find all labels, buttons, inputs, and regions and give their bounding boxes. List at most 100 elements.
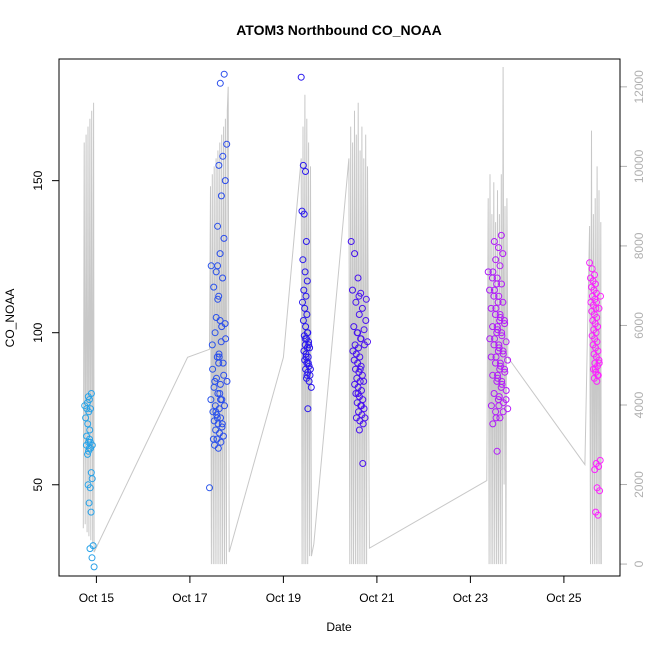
data-point	[496, 359, 504, 367]
data-point	[499, 298, 507, 306]
data-points-layer	[81, 70, 604, 571]
series-5	[484, 231, 512, 455]
data-point	[302, 353, 310, 361]
data-point	[299, 317, 307, 324]
data-point	[218, 423, 226, 431]
series-4	[347, 238, 371, 467]
data-point	[493, 274, 501, 282]
data-point	[495, 244, 502, 252]
data-point	[302, 168, 309, 175]
data-point	[502, 338, 510, 346]
data-point	[496, 414, 504, 422]
data-point	[492, 256, 500, 264]
altitude-line	[82, 66, 602, 565]
data-point	[303, 311, 311, 318]
data-point	[299, 298, 306, 306]
data-point	[85, 396, 93, 404]
data-point	[496, 314, 504, 321]
data-point	[498, 280, 505, 288]
data-point	[304, 405, 312, 413]
data-point	[301, 304, 309, 312]
series-6	[586, 259, 604, 519]
data-point	[359, 460, 367, 467]
data-point	[210, 283, 218, 291]
data-point	[303, 329, 311, 337]
data-point	[355, 426, 363, 434]
data-point	[88, 554, 96, 562]
data-point	[213, 353, 221, 361]
data-point	[504, 356, 512, 364]
data-point	[357, 362, 365, 370]
y-tick-label: 150	[31, 170, 45, 190]
data-point	[496, 262, 504, 270]
data-point	[586, 259, 594, 267]
data-point	[362, 295, 370, 303]
data-point	[85, 499, 93, 507]
data-point	[361, 414, 369, 422]
data-point	[216, 250, 224, 258]
data-point	[210, 383, 218, 391]
data-point	[301, 268, 309, 276]
data-point	[489, 268, 497, 276]
data-point	[214, 444, 222, 452]
data-point	[306, 365, 314, 373]
data-point	[360, 326, 368, 334]
data-point	[217, 396, 225, 404]
data-point	[358, 402, 365, 410]
data-point	[211, 329, 219, 337]
data-point	[364, 338, 371, 346]
data-point	[499, 250, 507, 258]
data-point	[486, 335, 494, 343]
data-point	[356, 377, 364, 385]
data-point	[362, 317, 370, 324]
plot-frame	[58, 58, 621, 577]
data-point	[499, 399, 507, 407]
data-point	[301, 335, 309, 343]
x-tick-label: Oct 25	[546, 591, 582, 605]
data-point	[489, 371, 497, 379]
data-point	[86, 545, 94, 553]
data-point	[302, 238, 310, 245]
data-point	[86, 484, 94, 492]
data-point	[217, 438, 225, 446]
data-point	[88, 475, 96, 483]
data-point	[487, 353, 495, 361]
data-point	[86, 435, 93, 443]
x-axis-label: Date	[326, 620, 352, 634]
data-point	[214, 390, 222, 397]
data-point	[595, 359, 603, 367]
data-point	[207, 396, 215, 404]
data-point	[487, 402, 495, 410]
data-point	[221, 402, 228, 410]
data-point	[212, 408, 220, 416]
data-point	[223, 377, 231, 385]
altitude-tick-label: 8000	[632, 232, 646, 259]
data-point	[350, 323, 358, 331]
data-point	[307, 383, 315, 391]
data-point	[305, 341, 313, 349]
data-point	[209, 365, 217, 373]
data-point	[86, 426, 94, 434]
series-1	[81, 390, 98, 571]
data-point	[495, 344, 503, 352]
data-point	[498, 380, 506, 388]
data-point	[355, 344, 362, 352]
data-point	[489, 420, 497, 428]
x-tick-label: Oct 17	[172, 591, 208, 605]
data-point	[498, 332, 506, 340]
data-point	[594, 371, 602, 379]
data-point	[216, 380, 224, 388]
data-point	[85, 447, 92, 455]
data-point	[216, 79, 224, 87]
data-point	[354, 329, 362, 337]
x-tick-label: Oct 21	[359, 591, 395, 605]
data-point	[501, 368, 509, 376]
altitude-tick-label: 2000	[632, 471, 646, 498]
data-point	[490, 238, 498, 245]
data-point	[486, 286, 494, 294]
data-point	[300, 210, 308, 218]
data-point	[501, 320, 509, 328]
data-point	[487, 304, 495, 312]
data-point	[215, 353, 223, 361]
data-point	[219, 359, 227, 367]
